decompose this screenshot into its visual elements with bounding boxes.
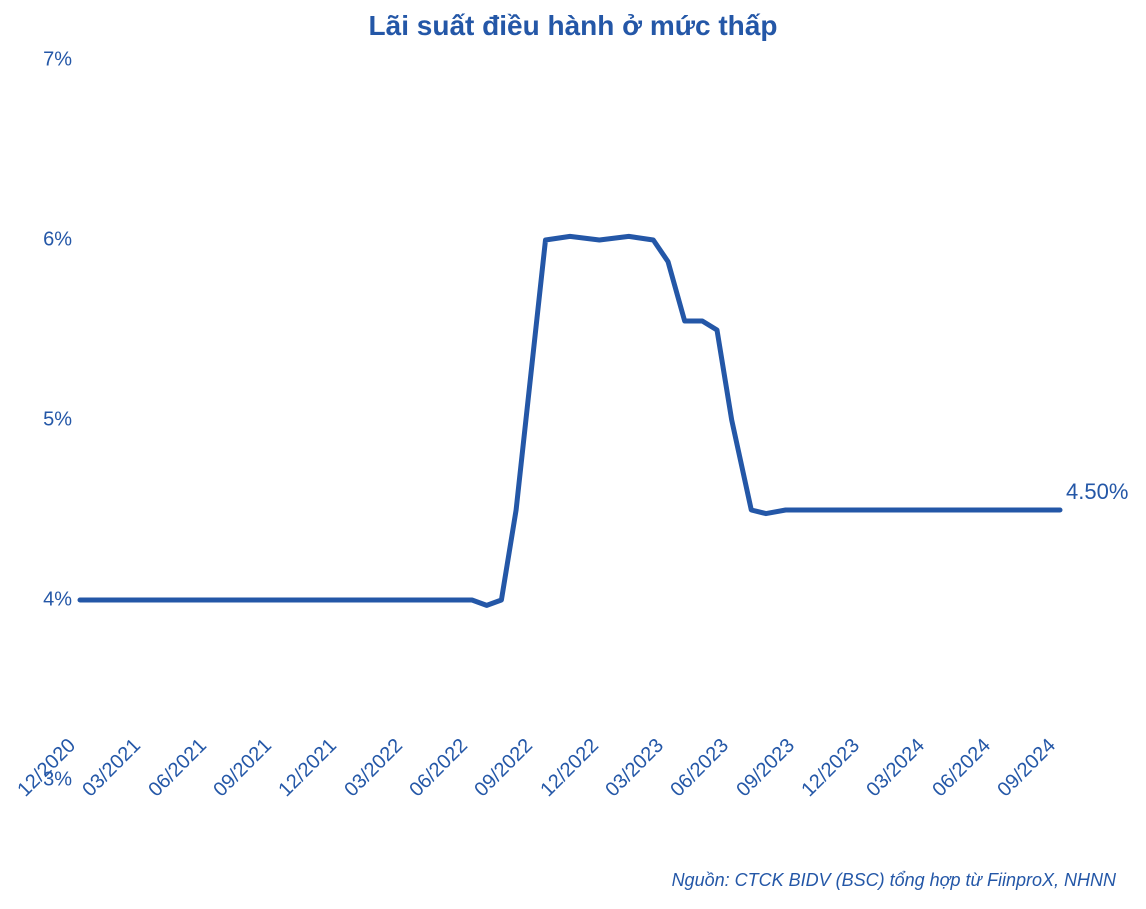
line-series — [80, 60, 1060, 780]
source-note: Nguồn: CTCK BIDV (BSC) tổng hợp từ Fiinp… — [672, 870, 1116, 891]
y-axis-tick: 6% — [43, 229, 80, 252]
chart-container: Lãi suất điều hành ở mức thấp 4.50% 3%4%… — [0, 0, 1146, 909]
y-axis-tick: 4% — [43, 589, 80, 612]
chart-title: Lãi suất điều hành ở mức thấp — [0, 10, 1146, 42]
y-axis-tick: 5% — [43, 409, 80, 432]
end-value-label: 4.50% — [1066, 479, 1128, 505]
y-axis-tick: 7% — [43, 49, 80, 72]
plot-area: 4.50% 3%4%5%6%7%12/202003/202106/202109/… — [80, 60, 1060, 780]
